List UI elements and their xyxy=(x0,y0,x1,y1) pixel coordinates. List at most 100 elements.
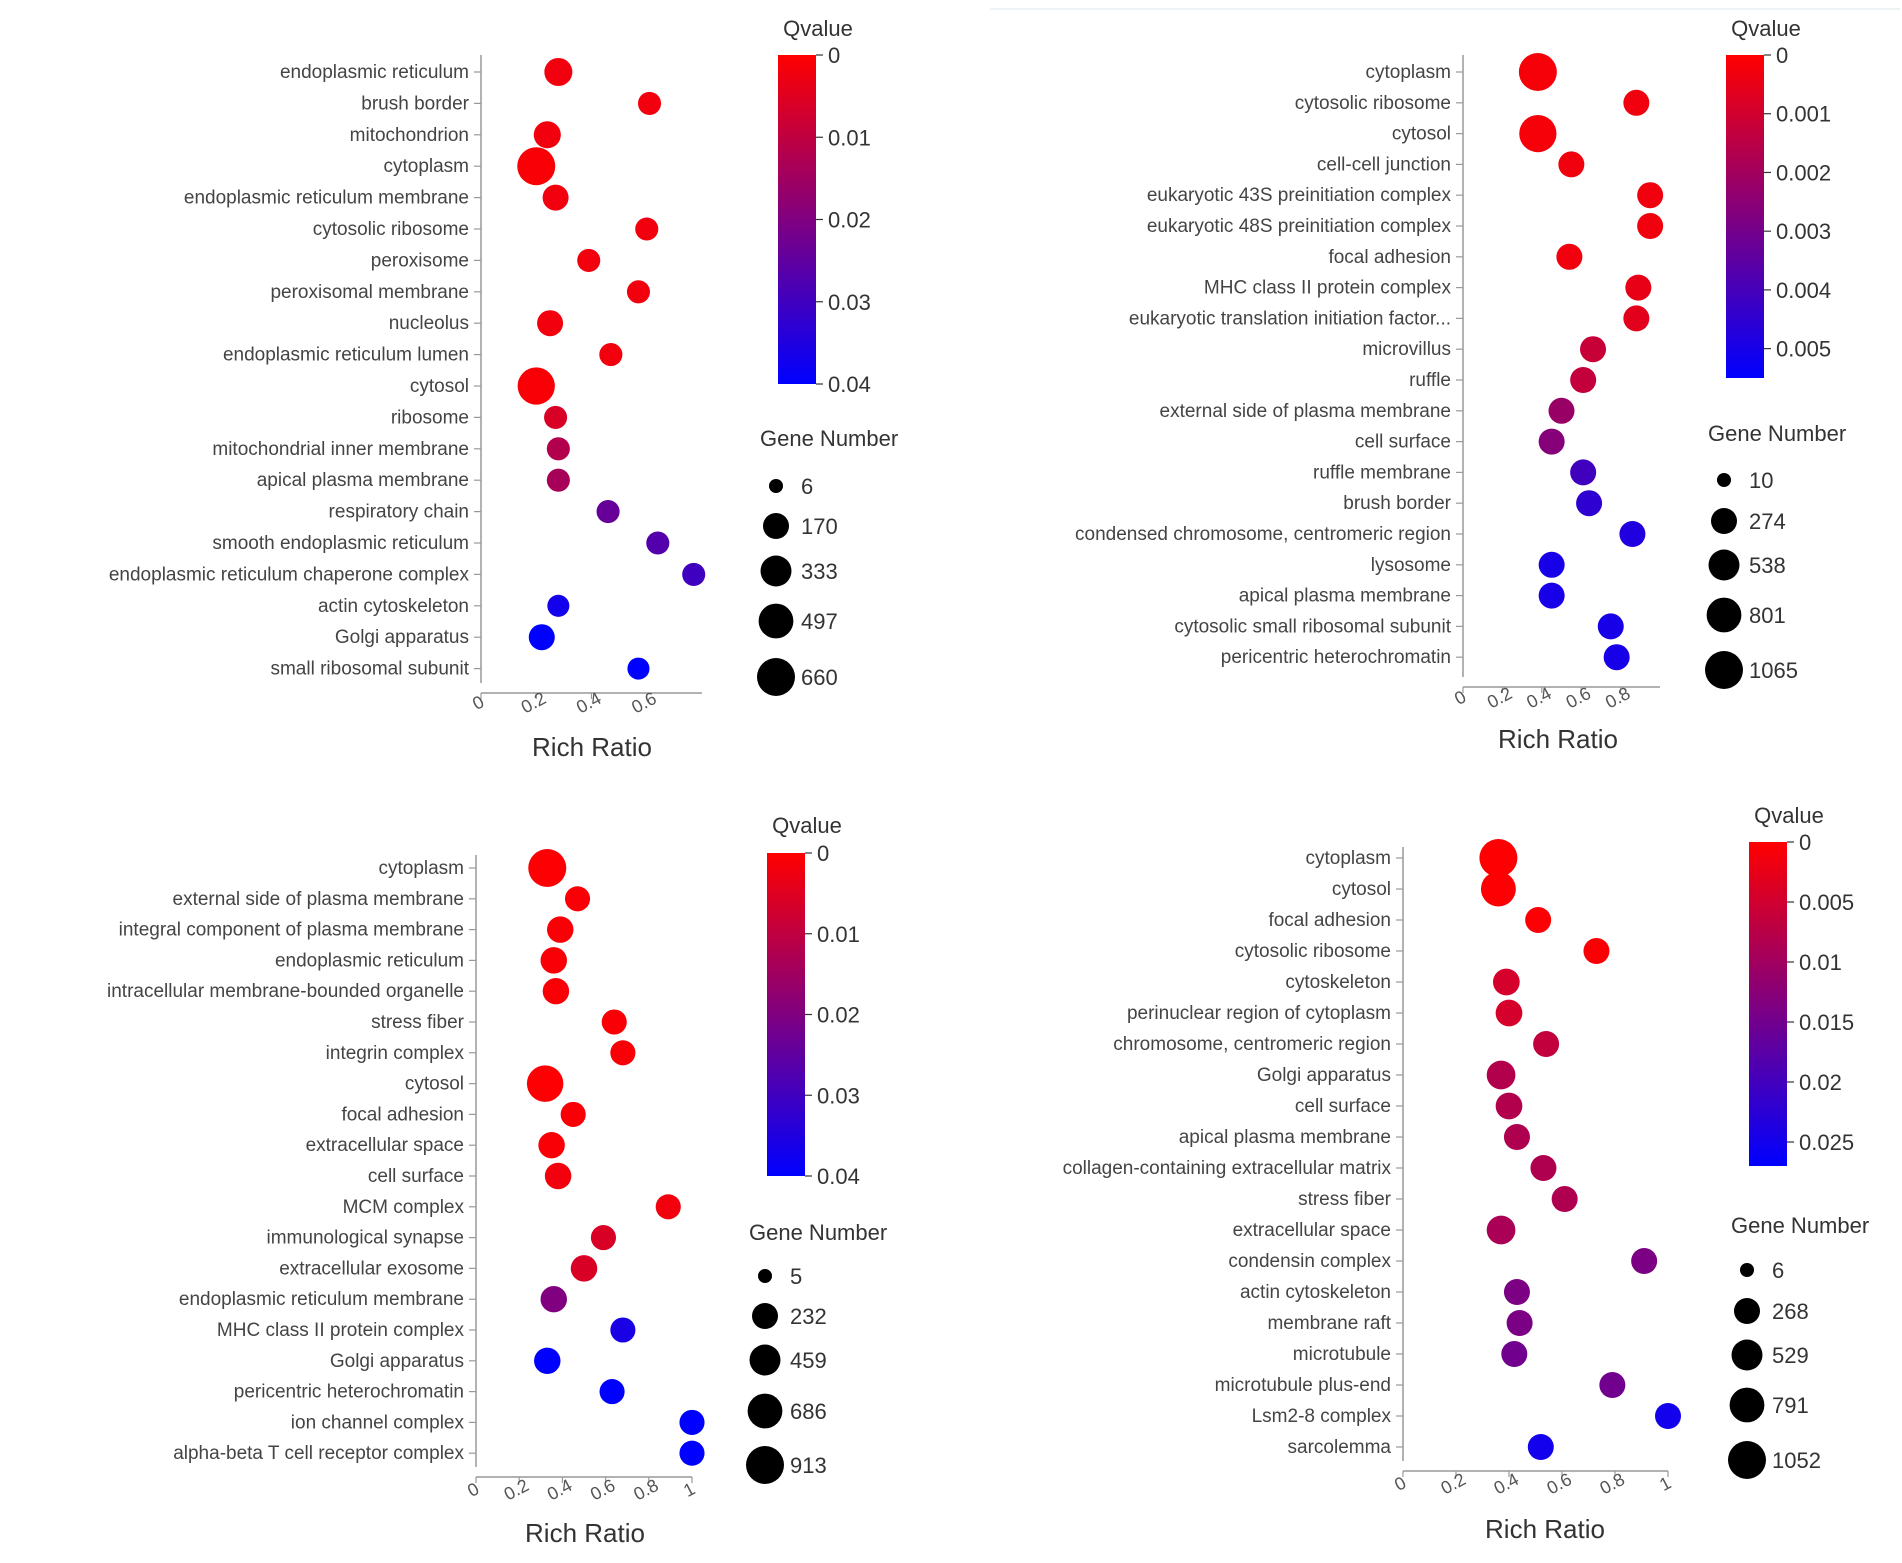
x-tick-label: 1 xyxy=(680,1479,698,1501)
y-tick-label: stress fiber xyxy=(371,1012,465,1033)
x-tick-label: 0.2 xyxy=(501,1475,532,1504)
x-tick-label: 0.8 xyxy=(630,1475,661,1504)
colorbar-tick-label: 0.01 xyxy=(817,922,860,947)
size-legend-label: 497 xyxy=(801,609,838,634)
y-tick-label: integrin complex xyxy=(326,1043,465,1064)
size-legend-dot xyxy=(1706,597,1742,633)
colorbar-tick-label: 0.02 xyxy=(817,1003,860,1028)
colorbar-tick-label: 0.001 xyxy=(1776,102,1831,127)
y-tick-label: membrane raft xyxy=(1267,1313,1391,1334)
y-tick-label: microvillus xyxy=(1362,339,1451,360)
size-legend-label: 686 xyxy=(790,1399,827,1424)
size-legend-dot xyxy=(760,555,792,587)
colorbar-tick-label: 0.02 xyxy=(1799,1070,1842,1095)
y-tick-label: cytoplasm xyxy=(1365,62,1451,83)
data-point xyxy=(1637,212,1664,240)
y-tick-label: peroxisomal membrane xyxy=(270,282,469,303)
colorbar-tick-label: 0.01 xyxy=(1799,950,1842,975)
chart-panel-3: cytoplasm external side of plasma membran… xyxy=(107,813,887,1548)
data-point xyxy=(1619,520,1646,548)
data-point xyxy=(1480,871,1516,907)
size-legend-dot xyxy=(749,1344,781,1376)
size-legend-dot xyxy=(758,603,794,639)
y-tick-label: endoplasmic reticulum membrane xyxy=(184,188,469,209)
chart-panel-4: cytoplasm cytosol focal adhesion cytosolic … xyxy=(1063,803,1870,1544)
data-point xyxy=(570,1255,598,1282)
y-tick-label: cell surface xyxy=(1355,432,1451,453)
data-point xyxy=(517,367,555,405)
y-tick-label: cytosolic ribosome xyxy=(1235,941,1391,962)
size-legend-label: 274 xyxy=(1749,509,1786,534)
data-point xyxy=(1556,243,1583,270)
data-point xyxy=(610,1317,636,1343)
data-point xyxy=(538,1131,565,1159)
y-tick-label: endoplasmic reticulum chaperone complex xyxy=(109,564,470,585)
data-point xyxy=(679,1440,705,1466)
x-tick-label: 0.6 xyxy=(1543,1469,1574,1498)
y-tick-label: smooth endoplasmic reticulum xyxy=(212,533,469,554)
y-tick-label: brush border xyxy=(1343,493,1451,514)
colorbar-tick-label: 0.003 xyxy=(1776,219,1831,244)
data-point xyxy=(544,1162,572,1190)
y-tick-label: respiratory chain xyxy=(329,502,469,523)
data-point xyxy=(1527,1433,1554,1461)
size-legend-dot xyxy=(747,1393,783,1429)
chart-panel-1: endoplasmic reticulum brush border mitocho… xyxy=(109,16,898,762)
colorbar-tick-label: 0.03 xyxy=(828,290,871,315)
size-legend-label: 529 xyxy=(1772,1343,1809,1368)
y-tick-label: MCM complex xyxy=(343,1197,465,1218)
data-point xyxy=(1538,582,1565,609)
data-point xyxy=(577,248,601,272)
y-tick-label: endoplasmic reticulum xyxy=(280,62,469,83)
size-legend-title: Gene Number xyxy=(760,426,898,451)
x-tick-label: 0.8 xyxy=(1596,1469,1627,1498)
y-tick-label: cytoplasm xyxy=(1305,848,1391,869)
size-legend-label: 10 xyxy=(1749,468,1773,493)
x-axis-title: Rich Ratio xyxy=(525,1518,645,1548)
data-point xyxy=(1538,428,1565,455)
y-tick-label: ruffle xyxy=(1409,370,1451,391)
data-point xyxy=(590,1225,617,1251)
colorbar-tick-label: 0.04 xyxy=(828,372,871,397)
data-point xyxy=(1631,1247,1658,1275)
y-tick-label: Golgi apparatus xyxy=(335,627,469,648)
y-tick-label: cytoskeleton xyxy=(1285,972,1391,993)
size-legend-dot xyxy=(1717,473,1731,487)
colorbar-tick-label: 0.004 xyxy=(1776,278,1831,303)
y-tick-label: cytoplasm xyxy=(383,156,469,177)
y-tick-label: apical plasma membrane xyxy=(1179,1127,1391,1148)
y-tick-label: sarcolemma xyxy=(1288,1437,1392,1458)
colorbar-tick-label: 0.04 xyxy=(817,1164,860,1189)
y-tick-label: cytosolic ribosome xyxy=(313,219,469,240)
y-tick-label: Golgi apparatus xyxy=(1257,1065,1391,1086)
data-point xyxy=(1486,1215,1516,1245)
colorbar xyxy=(767,853,805,1176)
size-legend-dot xyxy=(762,512,790,540)
data-point xyxy=(646,531,670,555)
colorbar-tick-label: 0 xyxy=(817,841,829,866)
size-legend-dot xyxy=(752,1303,778,1329)
size-legend-label: 5 xyxy=(790,1264,802,1289)
y-tick-label: microtubule xyxy=(1293,1344,1391,1365)
data-point xyxy=(517,147,556,186)
y-tick-label: mitochondrial inner membrane xyxy=(212,439,469,460)
data-point xyxy=(564,886,591,912)
size-legend-dot xyxy=(1708,549,1740,581)
size-legend-label: 6 xyxy=(801,474,813,499)
y-tick-label: endoplasmic reticulum membrane xyxy=(179,1289,464,1310)
x-axis-title: Rich Ratio xyxy=(532,732,652,762)
data-point xyxy=(1492,968,1520,996)
data-point xyxy=(540,947,567,974)
y-tick-label: condensed chromosome, centromeric region xyxy=(1075,524,1451,545)
y-tick-label: cytoplasm xyxy=(378,858,464,879)
y-tick-label: Lsm2-8 complex xyxy=(1252,1406,1392,1427)
data-point xyxy=(533,121,561,149)
y-tick-label: nucleolus xyxy=(389,313,469,334)
colorbar-tick-label: 0.02 xyxy=(828,208,871,233)
data-point xyxy=(635,217,659,241)
data-point xyxy=(1548,397,1575,424)
y-tick-label: ruffle membrane xyxy=(1313,462,1451,483)
size-legend-label: 459 xyxy=(790,1348,827,1373)
data-point xyxy=(1551,1185,1578,1213)
panel-divider xyxy=(990,8,1900,10)
